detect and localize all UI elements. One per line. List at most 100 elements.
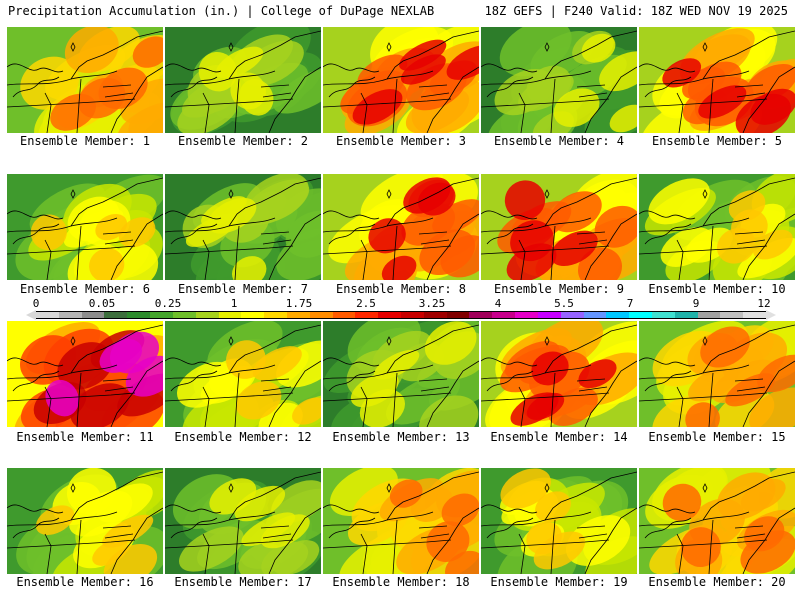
precip-map xyxy=(639,321,795,427)
colorbar-swatch xyxy=(218,311,242,319)
ensemble-member-label: Ensemble Member: 19 xyxy=(490,575,628,589)
colorbar-swatch xyxy=(537,311,562,319)
colorbar-swatch xyxy=(697,311,721,319)
ensemble-panel-9 xyxy=(481,174,637,280)
ensemble-panel-20 xyxy=(639,468,795,574)
colorbar-swatch xyxy=(286,311,311,319)
colorbar-left-arrow xyxy=(26,310,36,320)
precip-map xyxy=(7,27,163,133)
colorbar-tick-label: 4 xyxy=(494,297,502,310)
precip-map xyxy=(639,27,795,133)
ensemble-panel-12 xyxy=(165,321,321,427)
ensemble-panel-16 xyxy=(7,468,163,574)
precip-map xyxy=(639,468,795,574)
precip-map xyxy=(323,321,479,427)
colorbar-swatch xyxy=(150,311,174,319)
precip-map xyxy=(639,174,795,280)
colorbar-swatch xyxy=(515,311,539,319)
colorbar-swatch xyxy=(172,311,197,319)
ensemble-member-label: Ensemble Member: 16 xyxy=(16,575,154,589)
colorbar-tick-label: 1 xyxy=(230,297,238,310)
ensemble-panel-13 xyxy=(323,321,479,427)
ensemble-member-label: Ensemble Member: 11 xyxy=(16,430,154,444)
colorbar-tick-label: 7 xyxy=(626,297,634,310)
colorbar-swatch xyxy=(378,311,402,319)
colorbar-tick-label: 1.75 xyxy=(285,297,313,310)
colorbar-swatch xyxy=(606,311,630,319)
ensemble-member-label: Ensemble Member: 17 xyxy=(174,575,312,589)
map-title: Precipitation Accumulation (in.) | Colle… xyxy=(8,4,435,18)
colorbar-swatch xyxy=(195,311,219,319)
colorbar-tick-label: 9 xyxy=(692,297,700,310)
ensemble-panel-6 xyxy=(7,174,163,280)
precip-map xyxy=(481,27,637,133)
colorbar-swatch xyxy=(720,311,744,319)
ensemble-member-label: Ensemble Member: 12 xyxy=(174,430,312,444)
precip-map xyxy=(165,174,321,280)
colorbar-right-arrow xyxy=(766,310,776,320)
ensemble-panel-1 xyxy=(7,27,163,133)
colorbar-swatch xyxy=(81,311,105,319)
ensemble-panel-11 xyxy=(7,321,163,427)
ensemble-member-label: Ensemble Member: 8 xyxy=(335,282,467,296)
colorbar-swatch xyxy=(309,311,334,319)
precip-map xyxy=(7,321,163,427)
ensemble-member-label: Ensemble Member: 10 xyxy=(648,282,786,296)
ensemble-panel-8 xyxy=(323,174,479,280)
ensemble-panel-19 xyxy=(481,468,637,574)
ensemble-panel-5 xyxy=(639,27,795,133)
run-valid-info: 18Z GEFS | F240 Valid: 18Z WED NOV 19 20… xyxy=(484,4,788,18)
colorbar-strip xyxy=(36,311,767,319)
colorbar-swatch xyxy=(469,311,493,319)
precip-map xyxy=(481,468,637,574)
colorbar-swatch xyxy=(423,311,448,319)
precip-map xyxy=(323,174,479,280)
colorbar-swatch xyxy=(743,311,767,319)
ensemble-panel-7 xyxy=(165,174,321,280)
colorbar-swatch xyxy=(264,311,288,319)
colorbar-swatch xyxy=(241,311,265,319)
ensemble-member-label: Ensemble Member: 2 xyxy=(177,134,309,148)
colorbar-swatch xyxy=(629,311,653,319)
ensemble-panel-4 xyxy=(481,27,637,133)
precip-map xyxy=(7,174,163,280)
ensemble-member-label: Ensemble Member: 15 xyxy=(648,430,786,444)
ensemble-member-label: Ensemble Member: 5 xyxy=(651,134,783,148)
ensemble-member-label: Ensemble Member: 9 xyxy=(493,282,625,296)
ensemble-panel-15 xyxy=(639,321,795,427)
ensemble-member-label: Ensemble Member: 20 xyxy=(648,575,786,589)
colorbar-swatch xyxy=(583,311,607,319)
colorbar-swatch xyxy=(492,311,516,319)
ensemble-member-label: Ensemble Member: 4 xyxy=(493,134,625,148)
colorbar-swatch xyxy=(401,311,425,319)
ensemble-member-label: Ensemble Member: 3 xyxy=(335,134,467,148)
colorbar-swatch xyxy=(332,311,356,319)
colorbar-swatch xyxy=(36,311,60,319)
colorbar-tick-label: 0.25 xyxy=(154,297,182,310)
colorbar-swatch xyxy=(127,311,151,319)
colorbar-tick-label: 0 xyxy=(32,297,40,310)
ensemble-member-label: Ensemble Member: 13 xyxy=(332,430,470,444)
ensemble-member-label: Ensemble Member: 14 xyxy=(490,430,628,444)
precip-map xyxy=(7,468,163,574)
colorbar-tick-label: 0.05 xyxy=(88,297,116,310)
ensemble-panel-10 xyxy=(639,174,795,280)
precip-map xyxy=(323,468,479,574)
colorbar-tick-label: 12 xyxy=(757,297,771,310)
colorbar-swatch xyxy=(651,311,676,319)
ensemble-member-label: Ensemble Member: 18 xyxy=(332,575,470,589)
ensemble-panel-18 xyxy=(323,468,479,574)
colorbar-tick-label: 3.25 xyxy=(418,297,446,310)
ensemble-panel-14 xyxy=(481,321,637,427)
colorbar-swatch xyxy=(446,311,470,319)
colorbar-swatch xyxy=(104,311,128,319)
ensemble-member-label: Ensemble Member: 6 xyxy=(19,282,151,296)
precip-map xyxy=(165,321,321,427)
ensemble-panel-2 xyxy=(165,27,321,133)
precip-map xyxy=(481,321,637,427)
ensemble-panel-17 xyxy=(165,468,321,574)
ensemble-panel-3 xyxy=(323,27,479,133)
colorbar-tick-label: 5.5 xyxy=(554,297,574,310)
colorbar-swatch xyxy=(58,311,83,319)
precip-map xyxy=(323,27,479,133)
